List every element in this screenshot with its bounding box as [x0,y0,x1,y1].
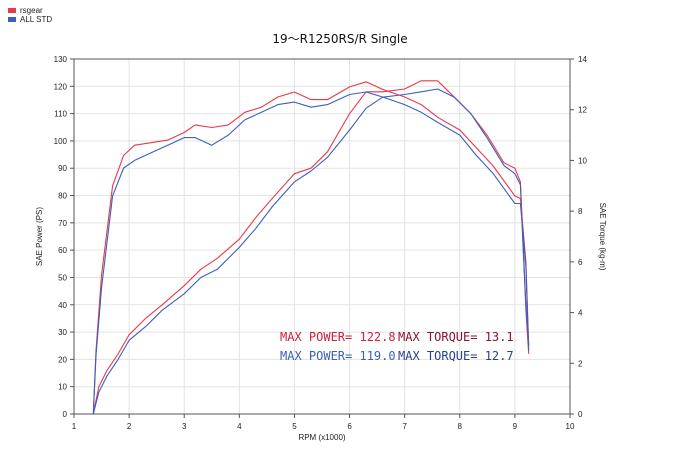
chart-title: 19～R1250RS/R Single [272,32,408,46]
y-right-tick-label-2: 4 [578,309,583,318]
x-tick-label-5: 6 [347,422,352,431]
y-right-tick-label-1: 2 [578,359,583,368]
series-torque-std-line [92,91,530,415]
x-tick-label-8: 9 [513,422,518,431]
y-right-tick-label-5: 10 [578,156,587,165]
y-left-tick-label-8: 80 [58,192,67,201]
y-right-tick-label-3: 6 [578,258,583,267]
rsgear-max-power: MAX POWER= 122.8 [280,330,396,344]
series-power-std-line [92,88,530,415]
legend: rsgear ALL STD [8,6,52,24]
legend-label-rsgear: rsgear [20,6,43,15]
y-left-tick-label-2: 20 [58,355,67,364]
y-left-tick-label-0: 0 [63,410,68,419]
y-left-tick-label-7: 70 [58,219,67,228]
plot-area [74,59,570,414]
y-left-tick-label-11: 110 [54,110,67,119]
y-right-tick-label-7: 14 [578,55,587,64]
x-tick-label-7: 8 [458,422,463,431]
y-right-tick-label-4: 8 [578,207,583,216]
y-left-axis-label: SAE Power (PS) [35,207,44,266]
x-tick-label-0: 1 [72,422,77,431]
rsgear-max-torque: MAX TORQUE= 13.1 [398,330,514,344]
x-tick-label-6: 7 [402,422,407,431]
x-axis-label: RPM (x1000) [298,433,345,442]
x-tick-label-4: 5 [292,422,297,431]
y-left-tick-label-3: 30 [58,328,67,337]
y-right-tick-label-0: 0 [578,410,583,419]
y-left-tick-label-12: 120 [54,82,68,91]
x-tick-label-1: 2 [127,422,132,431]
legend-label-std: ALL STD [20,15,53,24]
std-max-torque: MAX TORQUE= 12.7 [398,349,514,363]
y-left-tick-label-5: 50 [58,273,67,282]
std-max-power: MAX POWER= 119.0 [280,349,396,363]
series-power-rsgear-line [92,80,530,415]
y-left-tick-label-9: 90 [58,164,67,173]
plot-frame [73,58,571,415]
y-left-tick-label-13: 130 [54,55,68,64]
legend-swatch-std [8,17,16,22]
legend-item-std: ALL STD [8,15,52,24]
y-left-tick-label-10: 100 [54,137,68,146]
y-left-tick-label-6: 60 [58,246,67,255]
x-tick-label-3: 4 [237,422,242,431]
series-torque-rsgear-line [92,81,530,415]
y-left-tick-label-4: 40 [58,301,67,310]
y-right-tick-label-6: 12 [578,106,587,115]
y-right-axis-label: SAE Torque (kg-m) [598,203,607,271]
legend-item-rsgear: rsgear [8,6,52,15]
legend-swatch-rsgear [8,8,16,13]
x-tick-label-9: 10 [566,422,575,431]
x-tick-label-2: 3 [182,422,187,431]
y-left-tick-label-1: 10 [58,383,67,392]
